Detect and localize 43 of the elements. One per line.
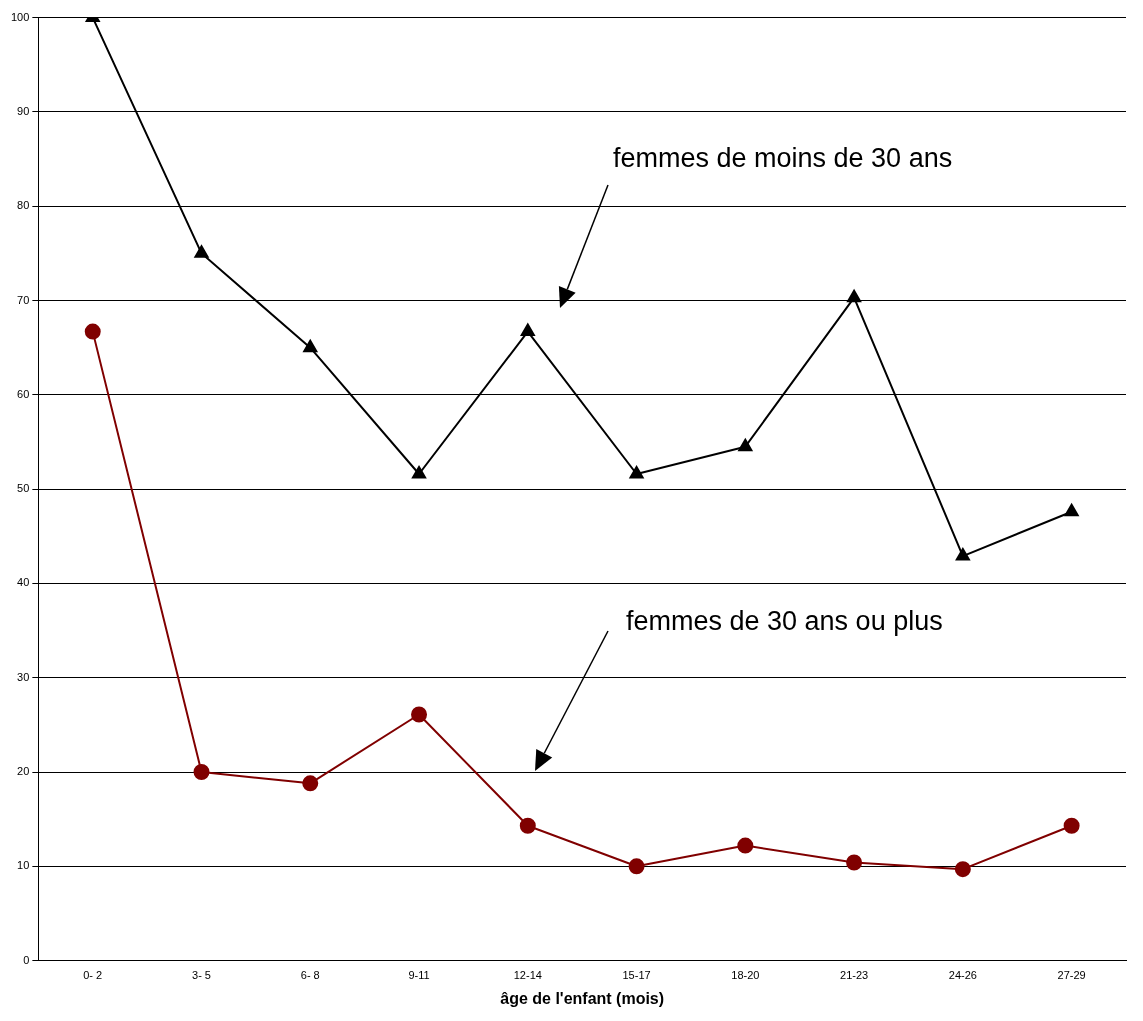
y-tick-label: 40: [17, 576, 30, 589]
point: [194, 245, 209, 258]
point: [193, 764, 210, 780]
x-tick-label: 18-20: [731, 969, 760, 982]
point: [411, 706, 428, 723]
x-tick-label: 6- 8: [300, 969, 320, 982]
point: [628, 858, 645, 875]
y-tick-label: 100: [10, 10, 30, 23]
x-tick-label: 3- 5: [192, 969, 211, 982]
x-tick-label: 21-23: [840, 969, 869, 982]
y-tick-label: 60: [17, 387, 30, 400]
x-tick-label: 12-14: [513, 969, 542, 982]
point: [846, 854, 863, 871]
point: [955, 548, 970, 561]
point: [1063, 817, 1080, 834]
point: [303, 339, 318, 353]
y-tick-label: 30: [17, 670, 30, 683]
point: [411, 466, 427, 479]
point: [629, 466, 644, 479]
point: [520, 323, 535, 337]
y-tick-label: 20: [17, 765, 30, 778]
point: [519, 817, 536, 834]
x-axis-title: âge de l'enfant (mois): [500, 989, 665, 1007]
annotation: femmes de moins de 30 ans: [613, 142, 953, 173]
point: [847, 289, 862, 303]
x-tick-label: 0- 2: [83, 969, 103, 982]
x-tick-label: 27-29: [1057, 969, 1086, 982]
x-tick-label: 15-17: [622, 969, 651, 982]
point: [738, 438, 753, 452]
y-tick-label: 50: [17, 482, 30, 495]
y-tick-label: 90: [17, 104, 30, 117]
y-tick-label: 80: [17, 199, 30, 212]
point: [1064, 503, 1079, 517]
y-tick-label: 70: [17, 293, 30, 306]
x-tick-label: 9-11: [408, 969, 430, 982]
point: [302, 775, 319, 792]
y-tick-label: 0: [23, 953, 30, 966]
x-tick-label: 24-26: [948, 969, 977, 982]
point: [84, 323, 101, 340]
y-tick-label: 10: [17, 859, 30, 872]
point: [954, 861, 971, 878]
point: [737, 837, 754, 854]
annotation: femmes de 30 ans ou plus: [626, 605, 943, 636]
